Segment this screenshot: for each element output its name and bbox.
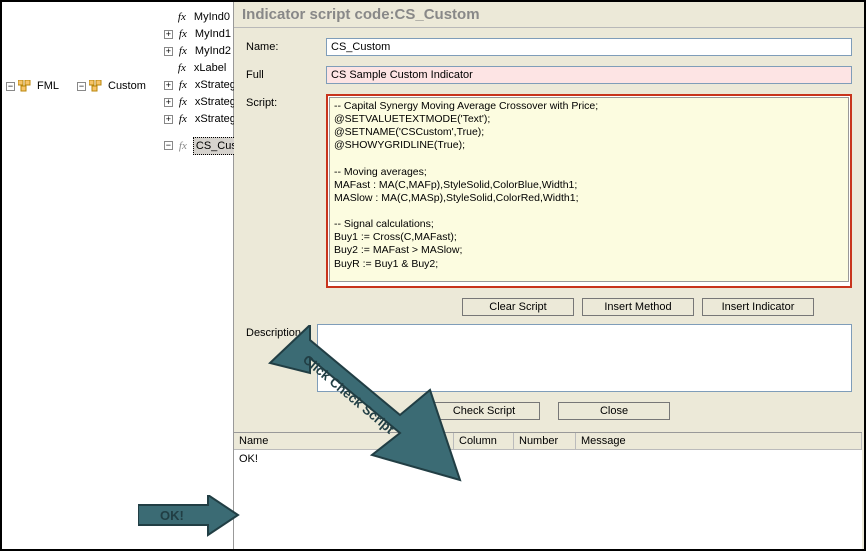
tree-item[interactable]: xLabel (192, 60, 228, 76)
expand-icon[interactable]: + (164, 81, 173, 90)
name-label: Name: (246, 38, 326, 53)
close-button[interactable]: Close (558, 402, 670, 420)
tree-item[interactable]: MyInd1 (193, 26, 233, 42)
col-number[interactable]: Number (514, 433, 576, 449)
fx-icon: fx (176, 27, 190, 41)
name-input[interactable] (326, 38, 852, 56)
fx-icon: fx (175, 10, 189, 24)
expand-icon[interactable]: + (164, 47, 173, 56)
script-frame (326, 94, 852, 288)
formula-tree[interactable]: − FML − Custom fxMyInd0 (4, 7, 231, 165)
panel-title: Indicator script code:CS_Custom (234, 2, 864, 28)
tree-custom-label[interactable]: Custom (106, 78, 148, 94)
col-column[interactable]: Column (454, 433, 514, 449)
tree-root-label[interactable]: FML (35, 78, 61, 94)
output-ok-row: OK! (234, 450, 862, 468)
insert-indicator-button[interactable]: Insert Indicator (702, 298, 814, 316)
collapse-icon[interactable]: − (6, 82, 15, 91)
collapse-icon[interactable]: − (164, 141, 173, 150)
full-label: Full (246, 66, 326, 81)
fx-icon: fx (176, 44, 190, 58)
tree-root-icon (18, 79, 32, 93)
insert-method-button[interactable]: Insert Method (582, 298, 694, 316)
output-grid: Name Line Column Number Message OK! (234, 432, 862, 549)
fx-icon: fx (175, 61, 189, 75)
description-box[interactable] (317, 324, 852, 392)
tree-item[interactable]: MyInd2 (193, 43, 233, 59)
tree-pane: − FML − Custom fxMyInd0 (2, 2, 234, 549)
fx-icon: fx (176, 139, 190, 153)
col-name[interactable]: Name (234, 433, 402, 449)
tree-folder-icon (89, 79, 103, 93)
col-line[interactable]: Line (402, 433, 454, 449)
clear-script-button[interactable]: Clear Script (462, 298, 574, 316)
description-label: Description (246, 324, 317, 339)
fx-icon: fx (176, 78, 190, 92)
expand-icon[interactable]: + (164, 30, 173, 39)
output-grid-header: Name Line Column Number Message (234, 433, 862, 450)
script-textarea[interactable] (329, 97, 849, 282)
expand-icon[interactable]: + (164, 98, 173, 107)
collapse-icon[interactable]: − (77, 82, 86, 91)
fx-icon: fx (176, 112, 190, 126)
tree-item[interactable]: MyInd0 (192, 9, 232, 25)
fx-icon: fx (176, 95, 190, 109)
expand-icon[interactable]: + (164, 115, 173, 124)
script-label: Script: (246, 94, 326, 109)
check-script-button[interactable]: Check Script (428, 402, 540, 420)
full-input[interactable] (326, 66, 852, 84)
col-message[interactable]: Message (576, 433, 862, 449)
